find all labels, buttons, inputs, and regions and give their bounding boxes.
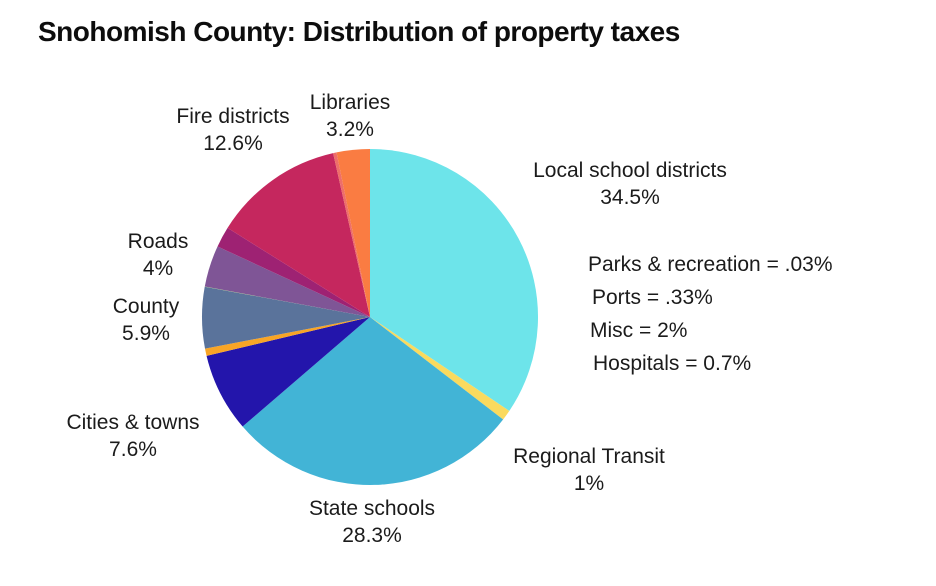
pie-slice-hospitals [205, 317, 370, 356]
chart-title: Snohomish County: Distribution of proper… [38, 16, 680, 47]
label-fire-districts: Fire districts 12.6% [176, 103, 289, 157]
label-county-name: County [112, 295, 180, 318]
label-county: County 5.9% [113, 293, 180, 347]
pie-slice-regional-transit [370, 317, 510, 420]
label-libraries-pct: 3.2% [326, 118, 374, 141]
label-local-school-districts: Local school districts 34.5% [533, 157, 727, 211]
pie-slice-state-schools [242, 317, 504, 485]
label-roads: Roads 4% [128, 228, 189, 282]
note-misc: Misc = 2% [590, 319, 688, 342]
label-roads-name: Roads [127, 230, 189, 253]
note-parks-recreation: Parks & recreation = .03% [588, 253, 833, 276]
label-state-schools-name: State schools [308, 497, 436, 520]
small-slice-notes: Parks & recreation = .03% Ports = .33% M… [588, 248, 833, 380]
pie-slice-local-school-districts [370, 149, 539, 411]
pie-slice-ports [333, 152, 370, 317]
pie-slice-county [201, 286, 370, 349]
label-regional-transit-pct: 1% [573, 472, 605, 495]
label-cities-towns-pct: 7.6% [109, 438, 157, 461]
label-regional-transit: Regional Transit 1% [513, 443, 665, 497]
pie-slice-libraries [336, 149, 370, 317]
label-libraries: Libraries 3.2% [310, 89, 391, 143]
label-county-pct: 5.9% [122, 322, 170, 345]
label-roads-pct: 4% [142, 257, 174, 280]
label-fire-districts-pct: 12.6% [203, 132, 263, 155]
label-cities-towns: Cities & towns 7.6% [66, 409, 199, 463]
label-state-schools: State schools 28.3% [309, 495, 435, 549]
label-fire-districts-name: Fire districts [176, 105, 290, 128]
pie-chart [201, 149, 539, 485]
note-ports: Ports = .33% [592, 286, 713, 309]
pie-slice-parks-and-recreation [204, 286, 370, 317]
pie-slice-misc [217, 227, 370, 317]
label-regional-transit-name: Regional Transit [513, 445, 665, 468]
pie-slice-cities-and-towns [206, 317, 370, 427]
label-state-schools-pct: 28.3% [342, 524, 402, 547]
label-local-school-districts-pct: 34.5% [600, 186, 660, 209]
pie-slice-fire-districts [227, 153, 370, 317]
pie-slice-roads [204, 246, 370, 317]
label-local-school-districts-name: Local school districts [533, 159, 727, 182]
label-cities-towns-name: Cities & towns [66, 411, 200, 434]
note-hospitals: Hospitals = 0.7% [593, 352, 752, 375]
label-libraries-name: Libraries [309, 91, 391, 114]
